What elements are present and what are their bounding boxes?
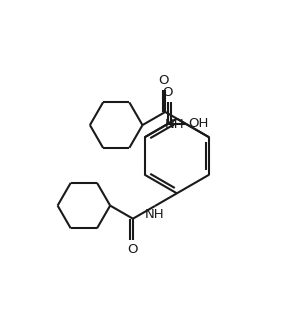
Text: O: O bbox=[158, 75, 169, 87]
Text: NH: NH bbox=[145, 208, 165, 222]
Text: O: O bbox=[163, 86, 173, 100]
Text: OH: OH bbox=[188, 117, 208, 130]
Text: O: O bbox=[128, 243, 138, 256]
Text: NH: NH bbox=[165, 118, 185, 131]
